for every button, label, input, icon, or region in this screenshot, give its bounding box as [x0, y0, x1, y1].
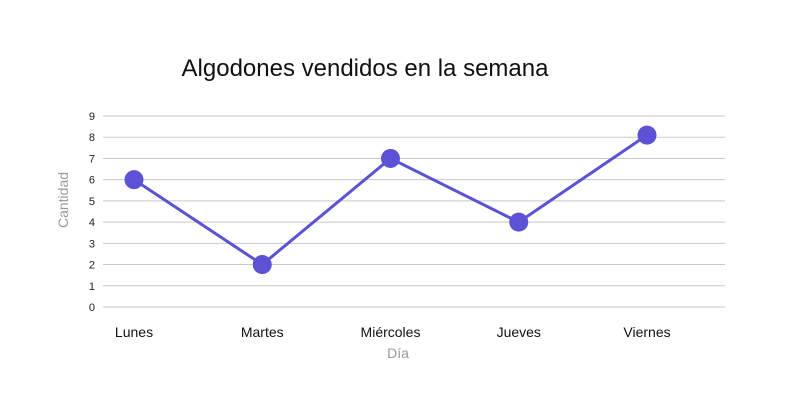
- y-tick-label: 4: [89, 217, 95, 229]
- y-tick-labels: 0 1 2 3 4 5 6 7 8 9: [89, 111, 95, 314]
- x-tick-label: Miércoles: [361, 324, 421, 340]
- grid-lines: [103, 115, 725, 308]
- y-tick-label: 6: [89, 175, 95, 187]
- x-tick-label: Viernes: [623, 324, 670, 340]
- y-tick-label: 1: [89, 281, 95, 293]
- y-tick-label: 2: [89, 260, 95, 272]
- y-tick-label: 8: [89, 132, 95, 144]
- x-tick-labels: Lunes Martes Miércoles Jueves Viernes: [115, 324, 671, 340]
- y-tick-label: 7: [89, 153, 95, 165]
- data-point: [637, 125, 657, 145]
- y-axis-label: Cantidad: [55, 172, 71, 228]
- data-point: [124, 170, 144, 190]
- x-tick-label: Lunes: [115, 324, 153, 340]
- y-tick-label: 0: [89, 302, 95, 314]
- y-tick-label: 3: [89, 238, 95, 250]
- data-point: [509, 212, 529, 232]
- chart-title: Algodones vendidos en la semana: [182, 55, 550, 82]
- x-tick-label: Jueves: [497, 324, 541, 340]
- x-tick-label: Martes: [241, 324, 284, 340]
- x-axis-label: Día: [387, 345, 409, 361]
- y-tick-label: 9: [89, 111, 95, 123]
- data-point: [381, 148, 400, 168]
- data-point: [252, 255, 272, 275]
- y-tick-label: 5: [89, 196, 95, 208]
- series-group: [124, 125, 657, 275]
